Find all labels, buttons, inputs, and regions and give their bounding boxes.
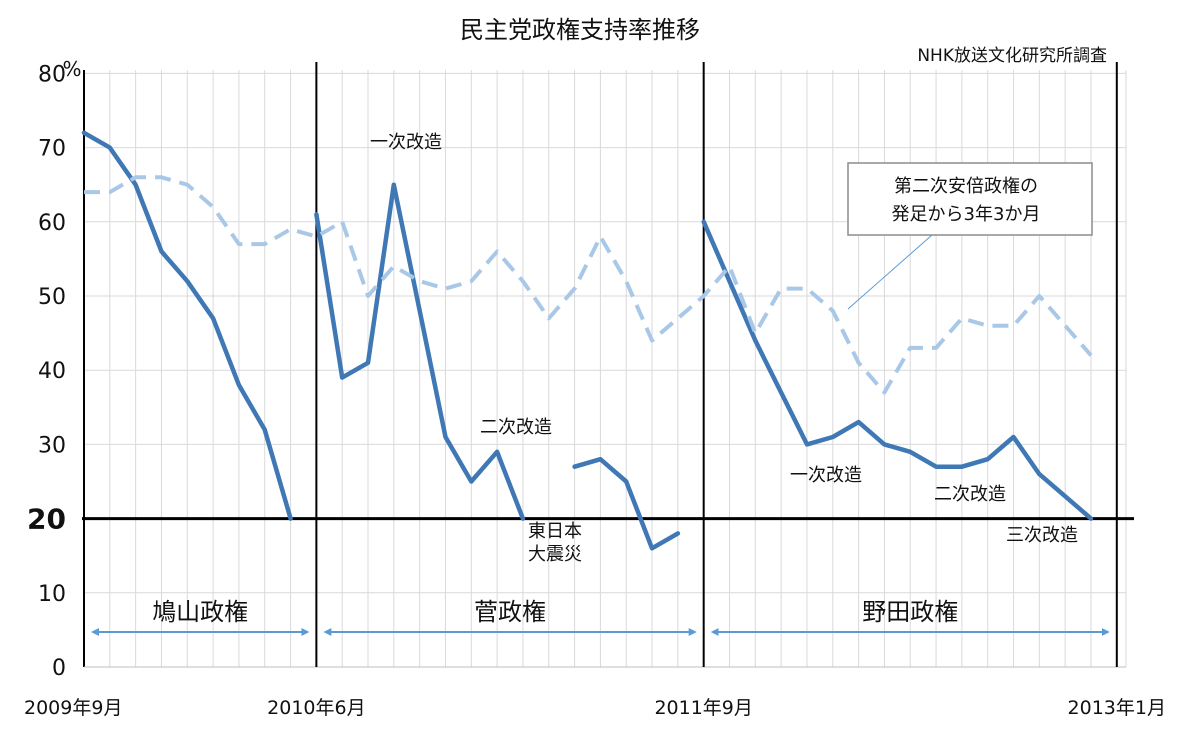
y-tick-label: 20 xyxy=(27,503,66,536)
chart-title: 民主党政権支持率推移 xyxy=(460,16,700,44)
annotation-text: 二次改造 xyxy=(934,484,1006,505)
y-tick-label: 70 xyxy=(38,137,66,162)
x-tick-label: 2013年1月 xyxy=(1068,697,1166,719)
x-tick-label: 2010年6月 xyxy=(267,697,365,719)
chart-source: NHK放送文化研究所調査 xyxy=(917,46,1107,66)
y-tick-label: 10 xyxy=(38,582,66,607)
annotation-noda-third-reshuffle: 三次改造 xyxy=(1006,525,1078,546)
axes-layer xyxy=(82,62,1134,667)
y-tick-label: 80 xyxy=(38,62,66,87)
x-tick-label: 2009年9月 xyxy=(24,697,122,719)
callout-leader-line xyxy=(848,235,932,309)
x-tick-label: 2011年9月 xyxy=(654,697,752,719)
y-tick-label: 0 xyxy=(52,656,66,681)
annotation-kan-second-reshuffle: 二次改造 xyxy=(480,417,552,438)
y-tick-label: 40 xyxy=(38,359,66,384)
period-label: 菅政権 xyxy=(474,598,546,626)
annotation-text: 一次改造 xyxy=(370,132,442,153)
annotation-text: 二次改造 xyxy=(480,417,552,438)
y-tick-label: 50 xyxy=(38,285,66,310)
annotation-text: 三次改造 xyxy=(1006,525,1078,546)
annotation-text: 東日本 xyxy=(528,521,582,542)
annotation-text: 第二次安倍政権の xyxy=(894,176,1038,197)
period-label: 鳩山政権 xyxy=(152,598,248,626)
annotation-text: 一次改造 xyxy=(790,465,862,486)
grid-layer xyxy=(84,70,1126,667)
annotation-noda-second-reshuffle: 二次改造 xyxy=(934,484,1006,505)
y-tick-label: 30 xyxy=(38,433,66,458)
annotation-noda-first-reshuffle: 一次改造 xyxy=(790,465,862,486)
annotation-text: 発足から3年3か月 xyxy=(892,204,1041,225)
period-label: 野田政権 xyxy=(862,598,958,626)
y-tick-label: 60 xyxy=(38,211,66,236)
annotation-kan-first-reshuffle: 一次改造 xyxy=(370,132,442,153)
annotation-text: 大震災 xyxy=(528,544,582,565)
